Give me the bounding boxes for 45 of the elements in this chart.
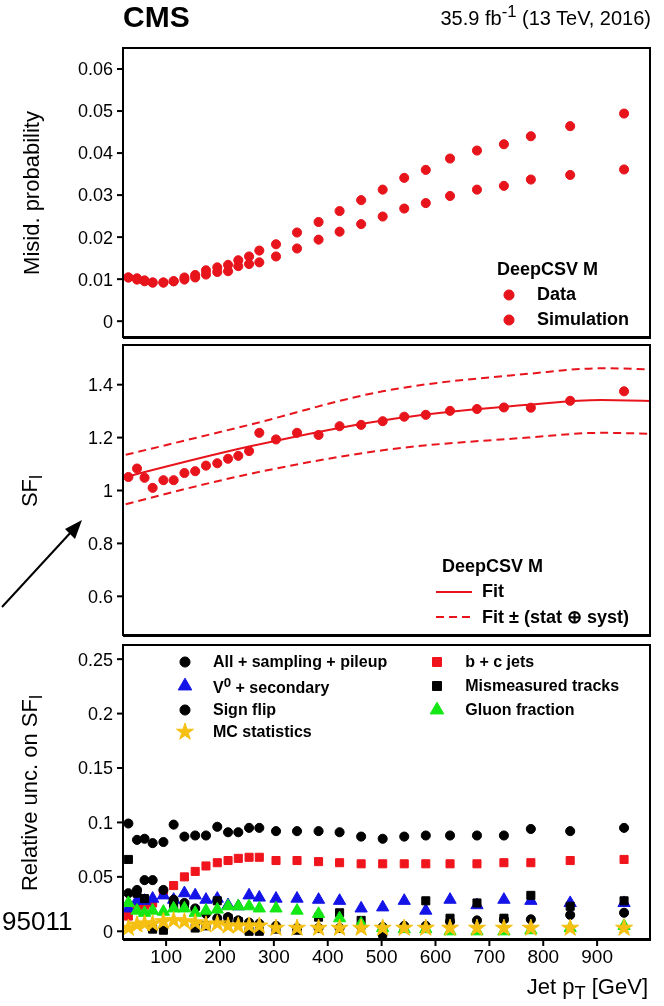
y-tick-label: 0.02 xyxy=(77,227,113,248)
legend-label: All + sampling + pileup xyxy=(213,653,388,671)
y-tick-label: 1.4 xyxy=(87,375,113,396)
x-tick-label: 600 xyxy=(419,946,452,968)
y-tick-label: 0 xyxy=(102,311,113,332)
y-tick-label: 0.1 xyxy=(87,812,113,833)
legend-label: Gluon fraction xyxy=(465,701,575,720)
y-tick-label: 0.06 xyxy=(77,59,113,80)
y-tick-label: 0.15 xyxy=(77,758,113,779)
legend-title: DeepCSV M xyxy=(442,556,545,577)
x-tick-label: 400 xyxy=(311,946,344,968)
legend-label: Fit xyxy=(482,581,505,602)
legend-label: Simulation xyxy=(536,309,629,330)
y-tick-label: 0.05 xyxy=(77,101,113,122)
x-tick-label: 100 xyxy=(150,946,182,968)
x-axis-title: Jet p$_{T}$ [GeV] xyxy=(526,973,648,1004)
legend-label: MC statistics xyxy=(213,723,312,742)
y-tick-label: 0.8 xyxy=(87,533,113,554)
x-tick-label: 900 xyxy=(581,946,613,968)
y-tick-label: 1.2 xyxy=(87,427,113,448)
y-tick-label: 0.2 xyxy=(87,703,113,724)
legend-label: Fit ± (stat ⊕ syst) xyxy=(482,606,629,628)
legend-label: V$^{0}$ + secondary xyxy=(213,675,330,698)
chart-title: CMS xyxy=(123,0,190,34)
y-tick-label: 0.03 xyxy=(77,185,113,206)
y-axis-title: Misid. probability xyxy=(19,111,45,275)
legend-title: DeepCSV M xyxy=(496,259,599,280)
y-tick-label: 0 xyxy=(102,921,113,942)
legend-label: b + c jets xyxy=(465,653,535,671)
y-tick-label: 0.6 xyxy=(87,586,113,607)
chart-subtitle: 35.9 fb$^{-1}$ (13 TeV, 2016) xyxy=(440,2,651,30)
x-tick-label: 500 xyxy=(365,946,398,968)
y-tick-label: 0.25 xyxy=(77,649,113,670)
x-tick-label: 700 xyxy=(473,946,506,968)
legend-label: Sign flip xyxy=(213,701,277,720)
y-tick-label: 1 xyxy=(102,480,113,501)
legend-label: Mismeasured tracks xyxy=(465,677,620,696)
y-tick-label: 0.05 xyxy=(77,867,113,888)
x-tick-label: 200 xyxy=(204,946,236,968)
legend-label: Data xyxy=(536,284,576,305)
text: 95011 xyxy=(2,906,73,937)
y-tick-label: 0.01 xyxy=(77,269,113,290)
x-tick-label: 800 xyxy=(527,946,560,968)
y-tick-label: 0.04 xyxy=(77,143,113,164)
x-tick-label: 300 xyxy=(258,946,290,968)
